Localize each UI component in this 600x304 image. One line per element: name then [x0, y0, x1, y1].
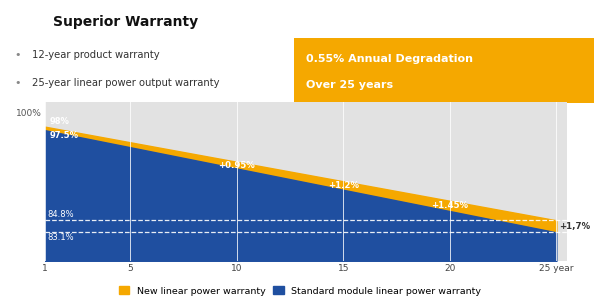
- Text: •: •: [14, 50, 21, 60]
- Text: 98%: 98%: [49, 117, 69, 126]
- Text: +1.45%: +1.45%: [431, 202, 469, 210]
- Text: +1,7%: +1,7%: [560, 222, 590, 231]
- FancyBboxPatch shape: [294, 38, 594, 103]
- Text: •: •: [14, 78, 21, 88]
- Text: 97.5%: 97.5%: [49, 131, 78, 140]
- Text: 83.1%: 83.1%: [47, 233, 74, 242]
- Text: 84.8%: 84.8%: [47, 210, 74, 219]
- Text: Over 25 years: Over 25 years: [306, 80, 393, 90]
- Text: +0.95%: +0.95%: [218, 161, 255, 170]
- Text: Superior Warranty: Superior Warranty: [53, 15, 199, 29]
- Text: 12-year product warranty: 12-year product warranty: [32, 50, 160, 60]
- Text: +1.2%: +1.2%: [328, 181, 359, 190]
- Text: 0.55% Annual Degradation: 0.55% Annual Degradation: [306, 54, 473, 64]
- Legend: New linear power warranty, Standard module linear power warranty: New linear power warranty, Standard modu…: [115, 283, 485, 299]
- Text: 25-year linear power output warranty: 25-year linear power output warranty: [32, 78, 220, 88]
- FancyBboxPatch shape: [0, 3, 260, 42]
